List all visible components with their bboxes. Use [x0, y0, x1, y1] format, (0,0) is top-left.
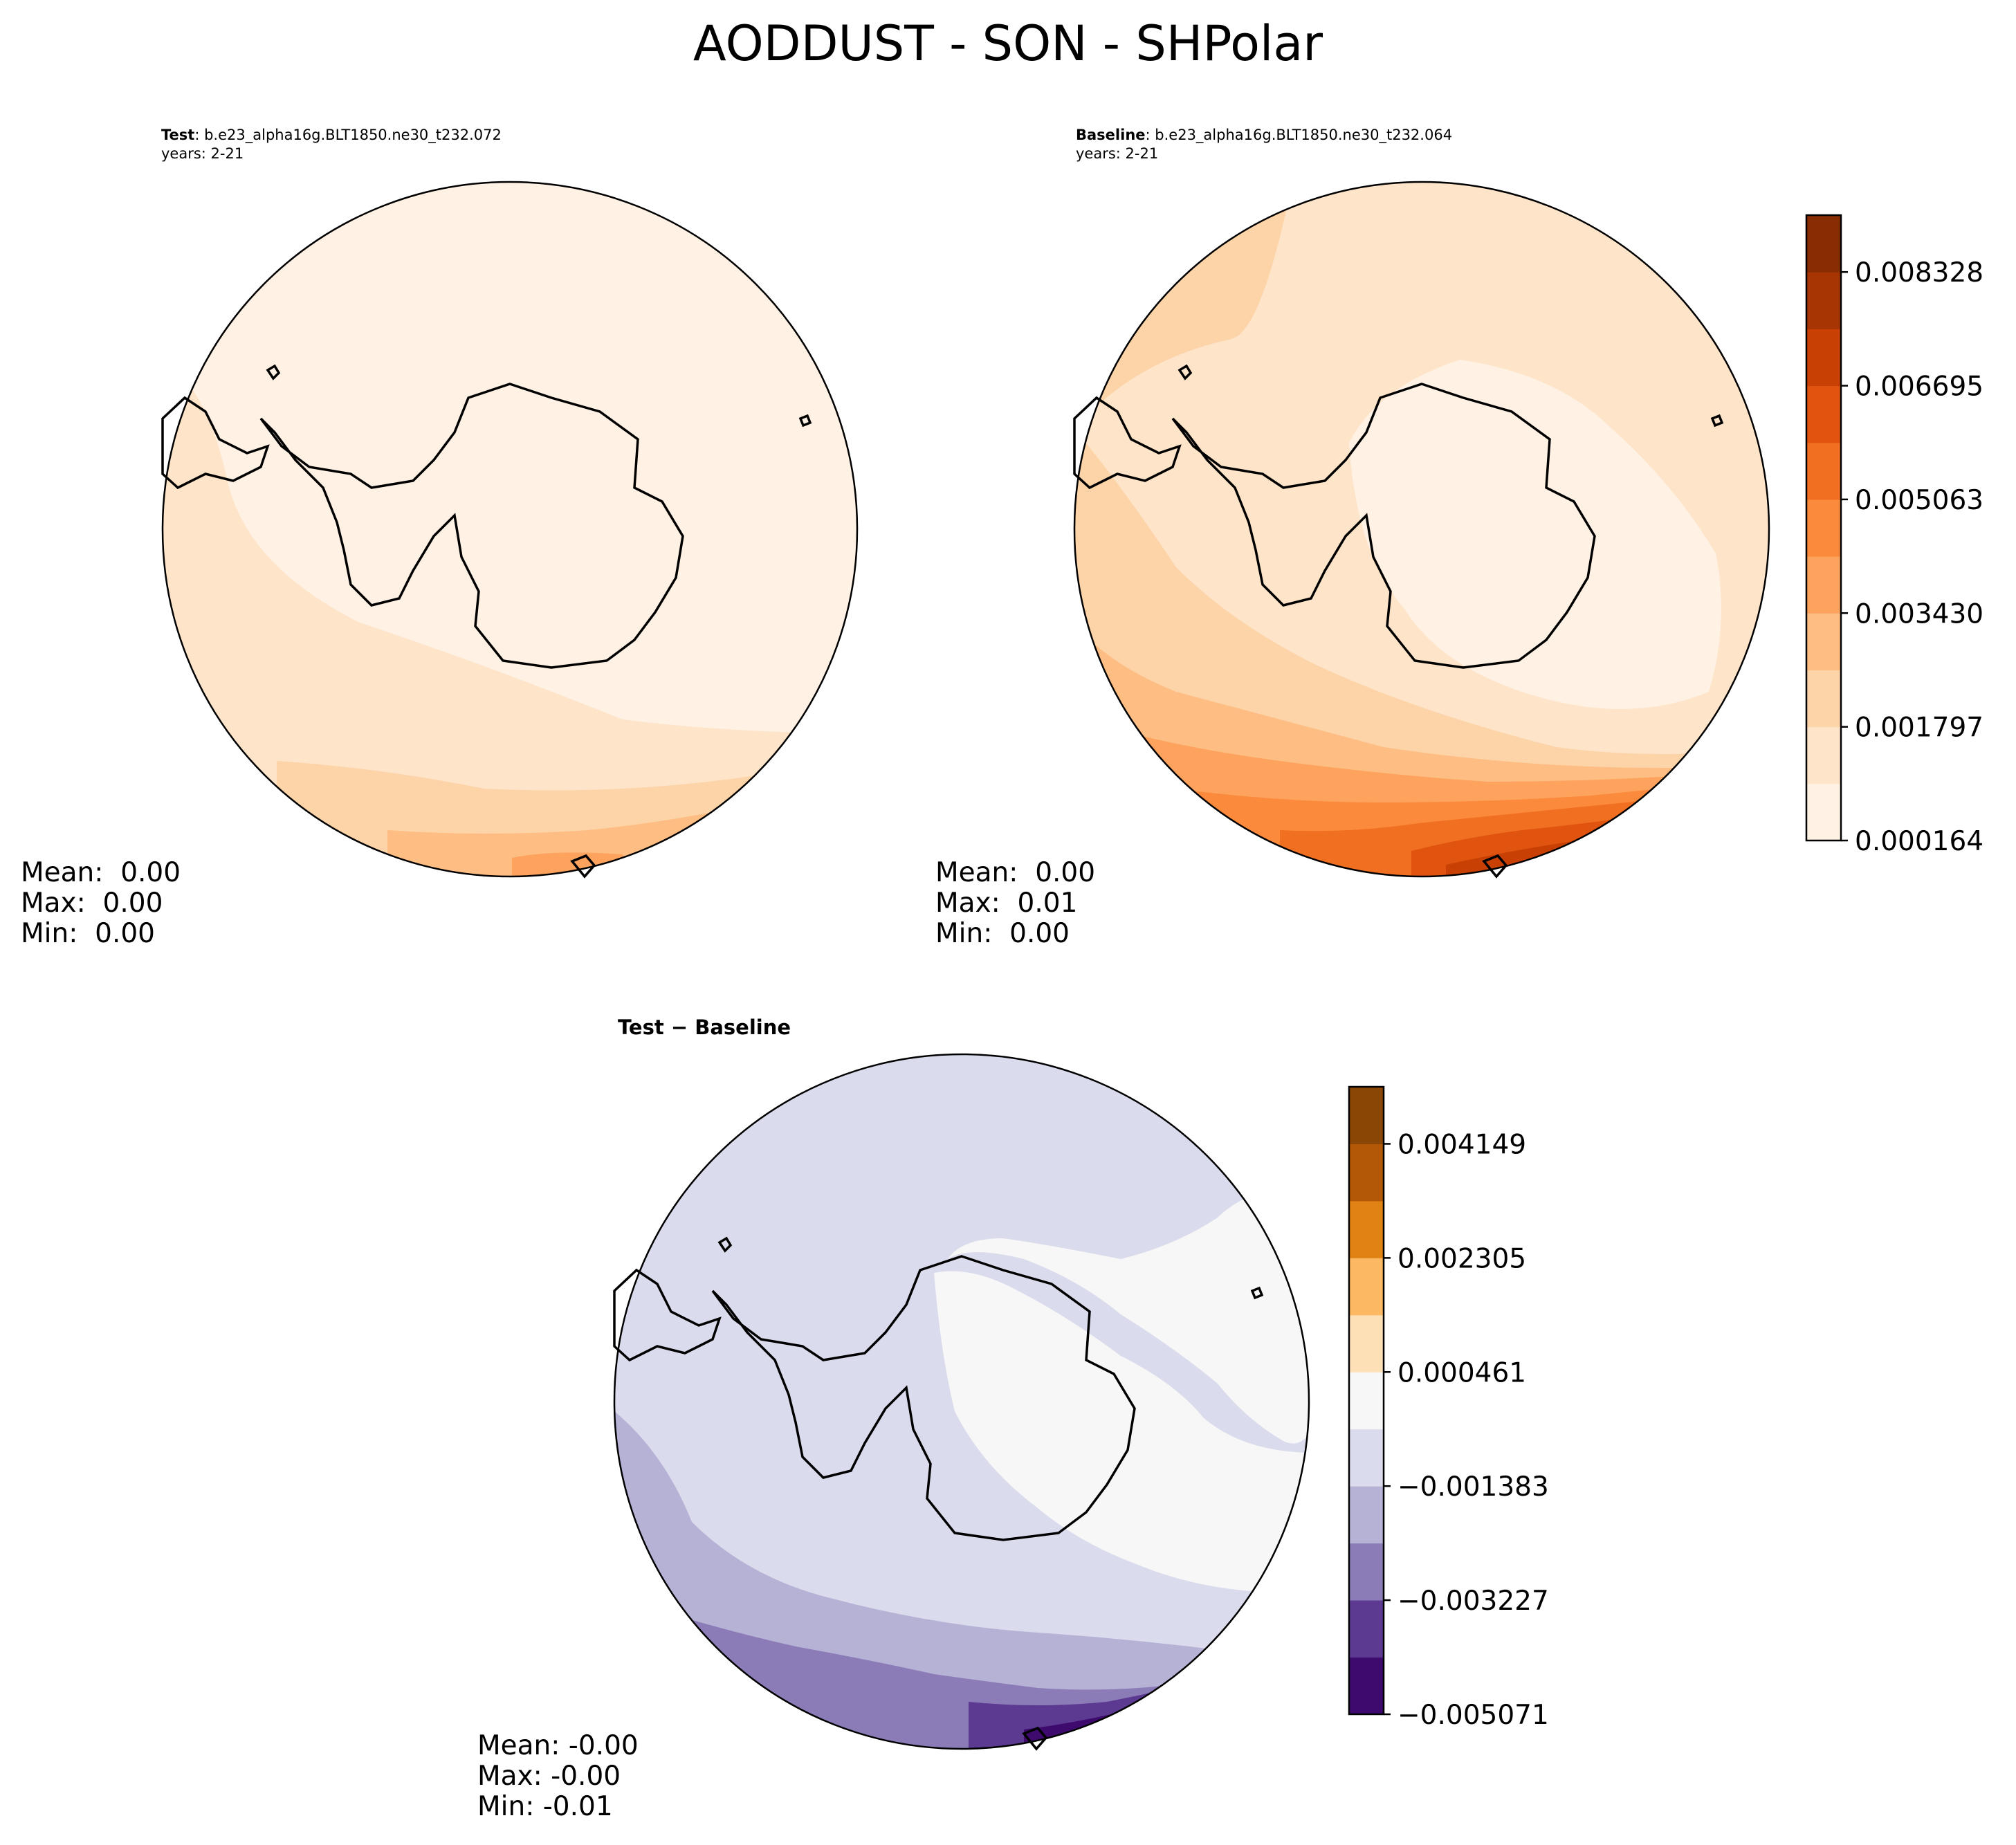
baseline-label: Baseline [1076, 127, 1146, 143]
baseline-panel-title: Baseline: b.e23_alpha16g.BLT1850.ne30_t2… [1076, 127, 1453, 162]
diff-colorbar-swatch [1349, 1543, 1384, 1601]
diff-colorbar-tick-label: −0.001383 [1398, 1471, 1549, 1503]
main-colorbar-swatch [1806, 499, 1841, 557]
baseline-case-name: b.e23_alpha16g.BLT1850.ne30_t232.064 [1155, 127, 1453, 143]
diff-panel-title: Test − Baseline [618, 1016, 791, 1039]
diff-colorbar-tick-label: 0.002305 [1398, 1243, 1526, 1274]
diff-min: Min: -0.01 [477, 1791, 613, 1822]
baseline-mean: Mean: 0.00 [935, 857, 1096, 888]
test-years: years: 2-21 [161, 145, 244, 162]
diff-colorbar-swatch [1349, 1600, 1384, 1658]
test-map-border [161, 181, 859, 878]
baseline-max: Max: 0.01 [935, 888, 1078, 919]
diff-colorbar-tick-label: −0.003227 [1398, 1586, 1549, 1617]
baseline-stats: Mean: 0.00 Max: 0.01 Min: 0.00 [935, 858, 1095, 949]
diff-colorbar-swatch [1349, 1314, 1384, 1373]
diff-map-border [613, 1053, 1310, 1750]
diff-stats: Mean: -0.00 Max: -0.00 Min: -0.01 [477, 1731, 639, 1822]
diff-colorbar-swatch [1349, 1429, 1384, 1487]
main-colorbar-swatch [1806, 613, 1841, 670]
baseline-years: years: 2-21 [1076, 145, 1159, 162]
main-colorbar-border [1805, 214, 1842, 842]
diff-colorbar-swatch [1349, 1258, 1384, 1316]
main-colorbar-swatch [1806, 215, 1841, 273]
main-colorbar-swatch [1806, 783, 1841, 841]
diff-colorbar: −0.005071 −0.003227 −0.001383 0.000461 0.002… [1348, 1085, 1549, 1731]
main-colorbar-tick-label: 0.001797 [1855, 713, 1983, 744]
test-panel-title: Test: b.e23_alpha16g.BLT1850.ne30_t232.0… [161, 127, 502, 162]
main-colorbar-tick-label: 0.006695 [1855, 371, 1983, 403]
main-colorbar-swatch [1806, 670, 1841, 728]
diff-colorbar-swatch [1349, 1200, 1384, 1258]
main-colorbar-swatch [1806, 556, 1841, 614]
main-colorbar-tick-label: 0.008328 [1855, 257, 1983, 288]
diff-map [614, 1054, 1309, 1749]
main-colorbar-swatch [1806, 442, 1841, 500]
figure-title: AODDUST - SON - SHPolar [693, 15, 1323, 72]
main-colorbar-tick-label: 0.000164 [1855, 826, 1983, 857]
diff-mean: Mean: -0.00 [477, 1730, 639, 1761]
diff-colorbar-swatch [1349, 1087, 1384, 1144]
test-case-name: b.e23_alpha16g.BLT1850.ne30_t232.072 [204, 127, 502, 143]
main-colorbar-tick-label: 0.003430 [1855, 598, 1983, 630]
diff-colorbar-tick-label: 0.004149 [1398, 1129, 1526, 1160]
diff-colorbar-swatch [1349, 1657, 1384, 1715]
test-map [163, 182, 857, 876]
diff-max: Max: -0.00 [477, 1761, 621, 1792]
main-colorbar-swatch [1806, 272, 1841, 329]
main-colorbar-swatch [1806, 385, 1841, 443]
test-label: Test [161, 127, 195, 143]
main-colorbar-swatch [1806, 726, 1841, 784]
baseline-map-border [1073, 181, 1770, 878]
main-colorbar-swatch [1806, 329, 1841, 387]
diff-colorbar-swatch [1349, 1486, 1384, 1544]
diff-colorbar-tick-label: −0.005071 [1398, 1700, 1549, 1731]
main-colorbar: 0.000164 0.001797 0.003430 0.005063 0.006695… [1805, 214, 1983, 857]
test-max: Max: 0.00 [21, 888, 163, 919]
test-mean: Mean: 0.00 [21, 857, 181, 888]
diff-colorbar-swatch [1349, 1372, 1384, 1430]
test-min: Min: 0.00 [21, 918, 155, 949]
baseline-min: Min: 0.00 [935, 918, 1070, 949]
diff-colorbar-tick-label: 0.000461 [1398, 1357, 1526, 1388]
baseline-map [1074, 182, 1769, 876]
test-stats: Mean: 0.00 Max: 0.00 Min: 0.00 [21, 858, 181, 949]
diff-colorbar-border [1348, 1085, 1385, 1716]
main-colorbar-tick-label: 0.005063 [1855, 485, 1983, 516]
diff-colorbar-swatch [1349, 1144, 1384, 1202]
